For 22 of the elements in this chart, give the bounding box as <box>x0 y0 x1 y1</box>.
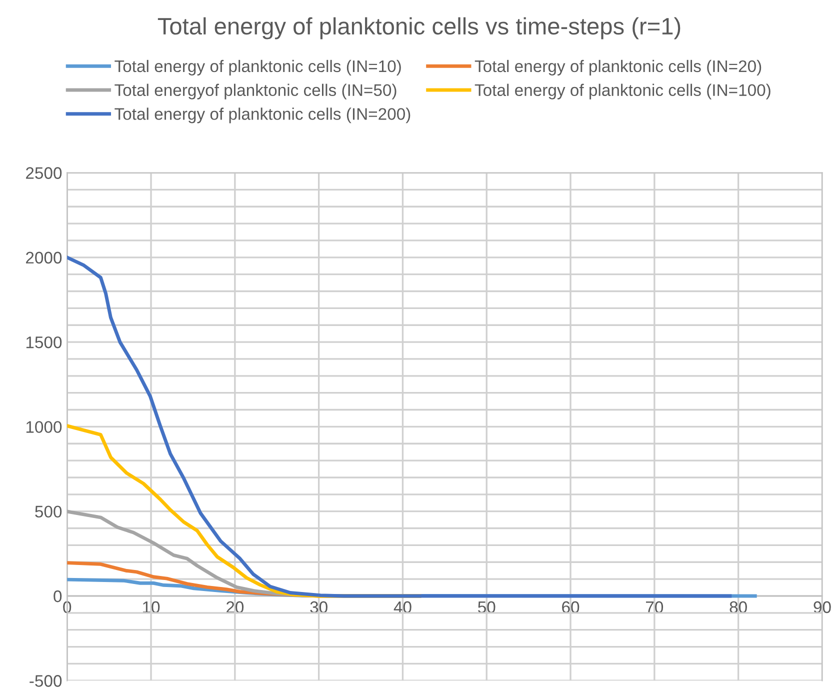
line-series <box>67 256 732 598</box>
x-tick-label: 40 <box>394 601 412 614</box>
y-tick-label: 2000 <box>26 252 62 264</box>
chart-title: Total energy of planktonic cells vs time-steps (r=1) <box>158 17 680 40</box>
x-tick-label: 50 <box>478 601 496 614</box>
legend-label: Total energy of planktonic cells (IN=10) <box>114 60 401 76</box>
x-tick-label: 80 <box>730 601 747 614</box>
y-tick-label: 1000 <box>26 421 62 433</box>
x-tick-label: 0 <box>63 601 72 614</box>
y-tick-label: 1500 <box>26 336 62 348</box>
y-tick-label: 2500 <box>26 167 62 179</box>
legend-label: Total energyof planktonic cells (IN=50) <box>114 84 396 100</box>
x-tick-label: 30 <box>310 601 328 614</box>
legend-label: Total energy of planktonic cells (IN=20) <box>474 60 762 76</box>
x-tick-label: 60 <box>562 601 580 614</box>
legend-label: Total energy of planktonic cells (IN=200) <box>114 108 410 124</box>
x-tick-label: 90 <box>814 601 831 614</box>
x-tick-label: 70 <box>646 601 664 614</box>
y-tick-label: 0 <box>54 590 62 602</box>
y-tick-label: -500 <box>30 675 62 687</box>
legend-label: Total energy of planktonic cells (IN=100) <box>474 84 770 100</box>
y-tick-label: 500 <box>35 506 62 518</box>
